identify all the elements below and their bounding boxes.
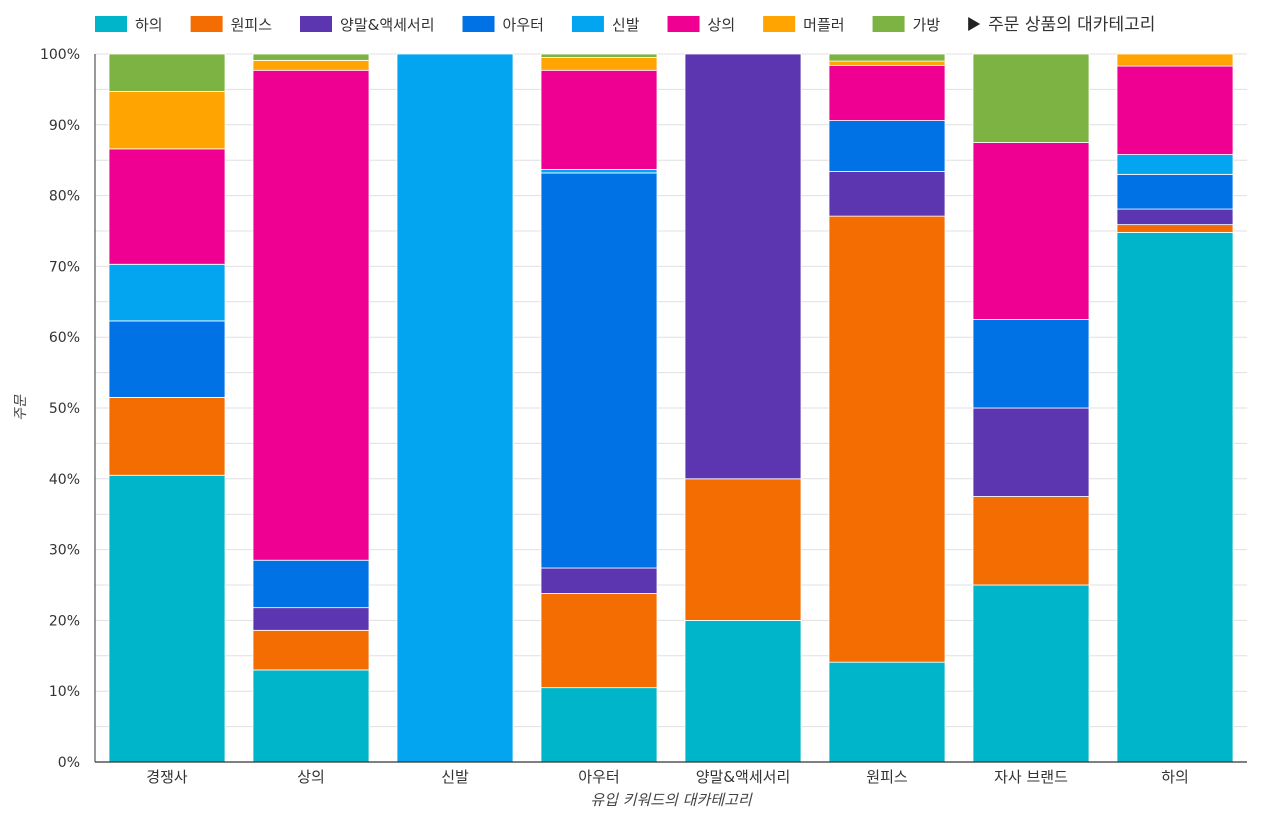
legend-label: 가방 bbox=[913, 16, 941, 34]
legend-swatch bbox=[872, 16, 905, 32]
legend-swatch bbox=[571, 16, 604, 32]
bar-segment bbox=[540, 593, 658, 689]
y-tick-label: 20% bbox=[49, 613, 80, 629]
axes: 0% 10% 20% 30% 40% 50% 60% 70% 80% 90% 100% 경쟁사 상의 신발… bbox=[40, 47, 1247, 786]
y-tick-label: 30% bbox=[49, 543, 80, 559]
play-triangle-icon bbox=[968, 17, 981, 31]
bar-segment bbox=[972, 407, 1090, 497]
y-tick-label: 0% bbox=[58, 755, 80, 771]
bar-segment bbox=[828, 60, 946, 66]
bar-segment bbox=[108, 474, 226, 763]
legend-label: 신발 bbox=[612, 16, 640, 34]
legend-swatch bbox=[95, 16, 127, 32]
bar-segment bbox=[108, 263, 226, 322]
bar-segment bbox=[684, 53, 802, 480]
bar-segment bbox=[1116, 154, 1234, 175]
x-tick-label: 경쟁사 bbox=[146, 768, 188, 786]
bar-segment bbox=[972, 319, 1090, 409]
legend-swatch bbox=[667, 16, 700, 32]
y-axis-title: 주문 bbox=[13, 394, 29, 421]
x-tick-label: 하의 bbox=[1161, 768, 1189, 786]
bar-segment bbox=[1116, 224, 1234, 233]
bar-segment bbox=[540, 567, 658, 594]
bar-segment bbox=[252, 607, 370, 631]
bar-segment bbox=[540, 69, 658, 170]
legend-swatch bbox=[763, 16, 796, 32]
legend-swatch bbox=[462, 16, 495, 32]
bar-segment bbox=[972, 53, 1090, 143]
legend: 하의 원피스 양말&액세서리 아우터 신발 상의 머플러 가방 주문 상품의 대카테고리 bbox=[95, 15, 1155, 35]
bar-segment bbox=[1116, 53, 1234, 67]
bar-segment bbox=[252, 59, 370, 71]
y-tick-label: 70% bbox=[49, 259, 80, 275]
x-tick-label: 원피스 bbox=[866, 768, 908, 786]
y-tick-label: 100% bbox=[40, 47, 80, 63]
bar-segment bbox=[252, 669, 370, 763]
bar-segment bbox=[252, 69, 370, 561]
bar-segment bbox=[828, 53, 946, 62]
y-tick-label: 80% bbox=[49, 189, 80, 205]
bar-segment bbox=[540, 169, 658, 174]
legend-label: 머플러 bbox=[803, 16, 844, 34]
legend-label: 양말&액세서리 bbox=[340, 16, 435, 34]
y-tick-label: 90% bbox=[49, 118, 80, 134]
bar-segment bbox=[828, 171, 946, 217]
legend-swatch bbox=[300, 16, 333, 32]
x-tick-label: 신발 bbox=[441, 768, 469, 786]
bar-segment bbox=[1116, 208, 1234, 226]
bar-segment bbox=[396, 53, 514, 763]
x-tick-label: 상의 bbox=[297, 768, 325, 786]
legend-swatch bbox=[190, 16, 223, 32]
legend-title: 주문 상품의 대카테고리 bbox=[988, 15, 1155, 35]
bar-segment bbox=[252, 559, 370, 609]
bar-segment bbox=[1116, 232, 1234, 763]
x-tick-label: 양말&액세서리 bbox=[696, 768, 791, 786]
bar-segment bbox=[252, 629, 370, 671]
bar-segment bbox=[1116, 65, 1234, 155]
legend-label: 하의 bbox=[135, 16, 163, 34]
bar-segment bbox=[972, 496, 1090, 586]
bar-segment bbox=[108, 53, 226, 92]
bar-segment bbox=[108, 396, 226, 476]
bar-segment bbox=[972, 584, 1090, 763]
bar-segment bbox=[540, 172, 658, 569]
bar-segment bbox=[540, 57, 658, 71]
x-axis-title: 유입 키워드의 대카테고리 bbox=[590, 791, 753, 809]
legend-label: 상의 bbox=[708, 16, 736, 34]
bar-segment bbox=[540, 53, 658, 58]
bars bbox=[108, 53, 1234, 763]
y-tick-label: 60% bbox=[49, 330, 80, 346]
y-tick-label: 50% bbox=[49, 401, 80, 417]
bar-segment bbox=[828, 64, 946, 121]
bar-segment bbox=[972, 142, 1090, 320]
x-tick-label: 자사 브랜드 bbox=[994, 768, 1068, 786]
y-tick-label: 10% bbox=[49, 684, 80, 700]
bar-segment bbox=[684, 478, 802, 621]
bar-segment bbox=[1116, 173, 1234, 210]
bar-segment bbox=[828, 215, 946, 663]
bar-segment bbox=[684, 620, 802, 763]
y-tick-label: 40% bbox=[49, 472, 80, 488]
bar-segment bbox=[108, 320, 226, 398]
bar-segment bbox=[252, 53, 370, 61]
x-tick-label: 아우터 bbox=[578, 768, 619, 786]
bar-segment bbox=[540, 687, 658, 763]
legend-label: 아우터 bbox=[503, 16, 544, 34]
bar-segment bbox=[828, 661, 946, 763]
bar-segment bbox=[108, 148, 226, 265]
bar-segment bbox=[108, 91, 226, 150]
bar-segment bbox=[828, 120, 946, 172]
legend-label: 원피스 bbox=[231, 16, 273, 34]
